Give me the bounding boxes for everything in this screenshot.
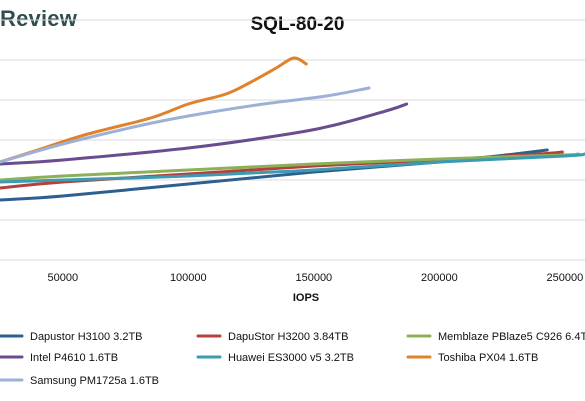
x-tick-labels: 50000 100000 150000 200000 250000	[47, 272, 583, 284]
series-line-6	[0, 86, 371, 164]
series-line-5	[0, 56, 308, 164]
series-lines	[0, 56, 585, 202]
legend-entry-label: Toshiba PX04 1.6TB	[438, 352, 538, 364]
x-tick-label: 250000	[547, 272, 584, 284]
x-tick-label: 150000	[295, 272, 332, 284]
gridlines	[0, 19, 585, 261]
x-tick-label: 200000	[421, 272, 458, 284]
legend-entry-label: Intel P4610 1.6TB	[30, 352, 118, 364]
x-tick-label: 50000	[47, 272, 78, 284]
legend-entry-label: Memblaze PBlaze5 C926 6.4TB	[438, 331, 585, 343]
series-line-4	[0, 152, 585, 184]
legend-entry-label: DapuStor H3200 3.84TB	[228, 331, 348, 343]
brand-logo-text: Review	[0, 6, 78, 31]
x-tick-label: 100000	[170, 272, 207, 284]
legend: Dapustor H3100 3.2TB DapuStor H3200 3.84T…	[0, 331, 585, 387]
legend-entry-label: Dapustor H3100 3.2TB	[30, 331, 143, 343]
x-axis-label: IOPS	[293, 292, 319, 304]
legend-entry-label: Huawei ES3000 v5 3.2TB	[228, 352, 354, 364]
series-line-3	[0, 102, 409, 166]
legend-entry-label: Samsung PM1725a 1.6TB	[30, 375, 159, 387]
chart-title: SQL-80-20	[250, 14, 345, 35]
